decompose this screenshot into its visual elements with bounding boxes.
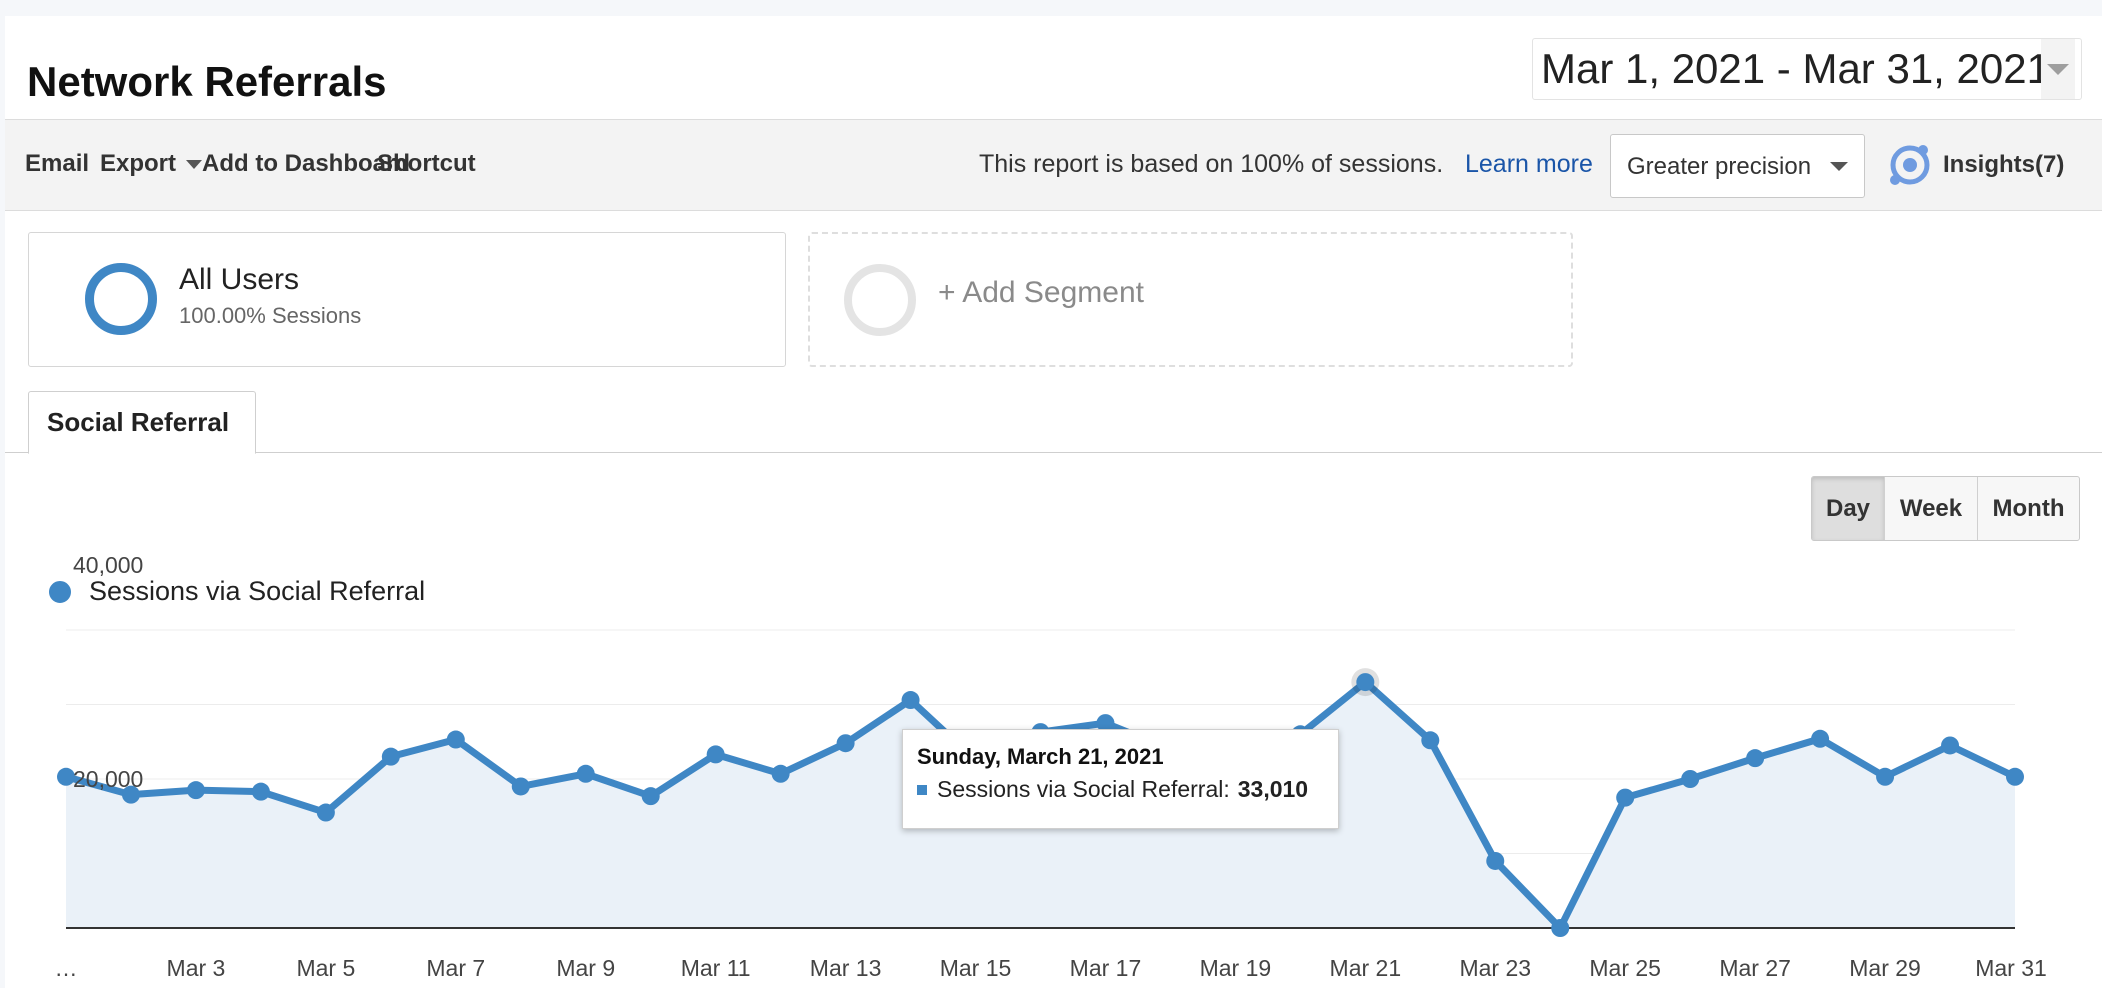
- x-tick-label: Mar 5: [296, 955, 355, 981]
- data-point: [1746, 749, 1765, 768]
- segment-name: All Users: [179, 263, 300, 296]
- data-point: [1356, 673, 1375, 692]
- data-point: [57, 767, 75, 786]
- data-point: [1811, 729, 1830, 748]
- data-point: [446, 730, 465, 749]
- x-tick-label: Mar 17: [1070, 955, 1142, 981]
- add-segment-button[interactable]: + Add Segment: [808, 232, 1573, 367]
- x-tick-label: Mar 15: [940, 955, 1012, 981]
- x-tick-label: …: [55, 955, 78, 981]
- x-tick-label: Mar 21: [1330, 955, 1402, 981]
- insights-icon: [1890, 145, 1930, 185]
- page-title: Network Referrals: [27, 58, 387, 105]
- x-tick-label: Mar 19: [1200, 955, 1272, 981]
- segment-sessions: 100.00% Sessions: [179, 303, 362, 328]
- caret-down-icon: [186, 160, 203, 170]
- tooltip-date: Sunday, March 21, 2021: [917, 744, 1164, 769]
- data-point: [1941, 736, 1960, 755]
- x-tick-label: Mar 13: [810, 955, 882, 981]
- y-tick-label: 20,000: [73, 766, 143, 792]
- insights-button[interactable]: Insights(7): [1885, 132, 2064, 198]
- learn-more-link[interactable]: Learn more: [1465, 150, 1593, 178]
- data-point: [1876, 767, 1895, 786]
- data-point: [381, 747, 400, 766]
- tooltip-swatch-icon: [917, 784, 927, 795]
- report-toolbar: Email Export Add to Dashboard Shortcut T…: [5, 119, 2102, 211]
- data-point: [1096, 714, 1115, 733]
- sessions-area-chart: 40,000 20,000 … Mar 3 Mar 5 Mar 7 Mar 9 Mar 11 M…: [55, 552, 2047, 981]
- x-tick-label: Mar 25: [1589, 955, 1661, 981]
- data-point: [901, 691, 920, 710]
- x-tick-label: Mar 7: [426, 955, 485, 981]
- data-point: [1551, 919, 1570, 937]
- data-point: [576, 764, 595, 783]
- date-range-text: Mar 1, 2021 - Mar 31, 2021: [1541, 45, 2050, 92]
- granularity-week-button[interactable]: Week: [1884, 477, 1977, 540]
- report-page: Network Referrals Mar 1, 2021 - Mar 31, …: [5, 16, 2102, 988]
- segment-ring-icon: [85, 263, 157, 335]
- tab-social-referral[interactable]: Social Referral: [28, 391, 256, 454]
- chevron-down-icon[interactable]: [2041, 39, 2075, 99]
- data-point: [251, 782, 270, 801]
- legend-dot-icon: [49, 580, 71, 603]
- date-range-picker[interactable]: Mar 1, 2021 - Mar 31, 2021: [1532, 38, 2082, 100]
- sampling-note: This report is based on 100% of sessions…: [979, 150, 1444, 178]
- granularity-toggle: Day Week Month: [1811, 476, 2080, 541]
- chart-tooltip: Sunday, March 21, 2021 Sessions via Soci…: [902, 729, 1339, 829]
- tooltip-series-label: Sessions via Social Referral:: [937, 776, 1230, 802]
- data-point: [836, 734, 855, 753]
- export-label: Export: [100, 150, 177, 177]
- shortcut-button[interactable]: Shortcut: [377, 150, 476, 177]
- data-point: [186, 781, 205, 800]
- data-point: [511, 777, 530, 796]
- data-point: [1681, 770, 1700, 788]
- data-point: [1486, 851, 1505, 870]
- x-tick-label: Mar 9: [556, 955, 615, 981]
- email-button[interactable]: Email: [25, 150, 90, 177]
- empty-segment-ring-icon: [844, 264, 916, 336]
- x-tick-label: Mar 31: [1975, 955, 2047, 981]
- add-to-dashboard-button[interactable]: Add to Dashboard: [202, 150, 410, 177]
- granularity-month-button[interactable]: Month: [1977, 477, 2079, 540]
- data-point: [316, 803, 335, 822]
- insights-label: Insights(7): [1943, 151, 2065, 178]
- tooltip-value: 33,010: [1237, 776, 1309, 802]
- x-tick-label: Mar 23: [1459, 955, 1531, 981]
- legend-label: Sessions via Social Referral: [89, 576, 426, 606]
- tab-strip-divider: [5, 452, 2102, 453]
- data-point: [641, 787, 660, 806]
- chevron-down-icon: [1830, 162, 1848, 171]
- granularity-day-button[interactable]: Day: [1812, 477, 1884, 540]
- data-point: [771, 764, 790, 783]
- data-point: [2006, 767, 2024, 786]
- precision-select[interactable]: Greater precision: [1610, 134, 1865, 198]
- y-tick-label: 40,000: [73, 552, 143, 578]
- x-tick-label: Mar 3: [167, 955, 226, 981]
- data-point: [706, 745, 725, 764]
- export-button[interactable]: Export: [100, 150, 203, 178]
- x-tick-label: Mar 27: [1719, 955, 1791, 981]
- data-point: [1616, 788, 1635, 807]
- tooltip-row: Sessions via Social Referral: 33,010: [917, 776, 1324, 803]
- chart-legend: Sessions via Social Referral: [49, 576, 425, 607]
- data-point: [1421, 731, 1440, 750]
- x-tick-label: Mar 29: [1849, 955, 1921, 981]
- data-point: [121, 785, 140, 804]
- add-segment-label: + Add Segment: [938, 276, 1144, 309]
- x-tick-label: Mar 11: [681, 955, 751, 981]
- segment-all-users[interactable]: All Users 100.00% Sessions: [28, 232, 786, 367]
- precision-value: Greater precision: [1627, 153, 1812, 180]
